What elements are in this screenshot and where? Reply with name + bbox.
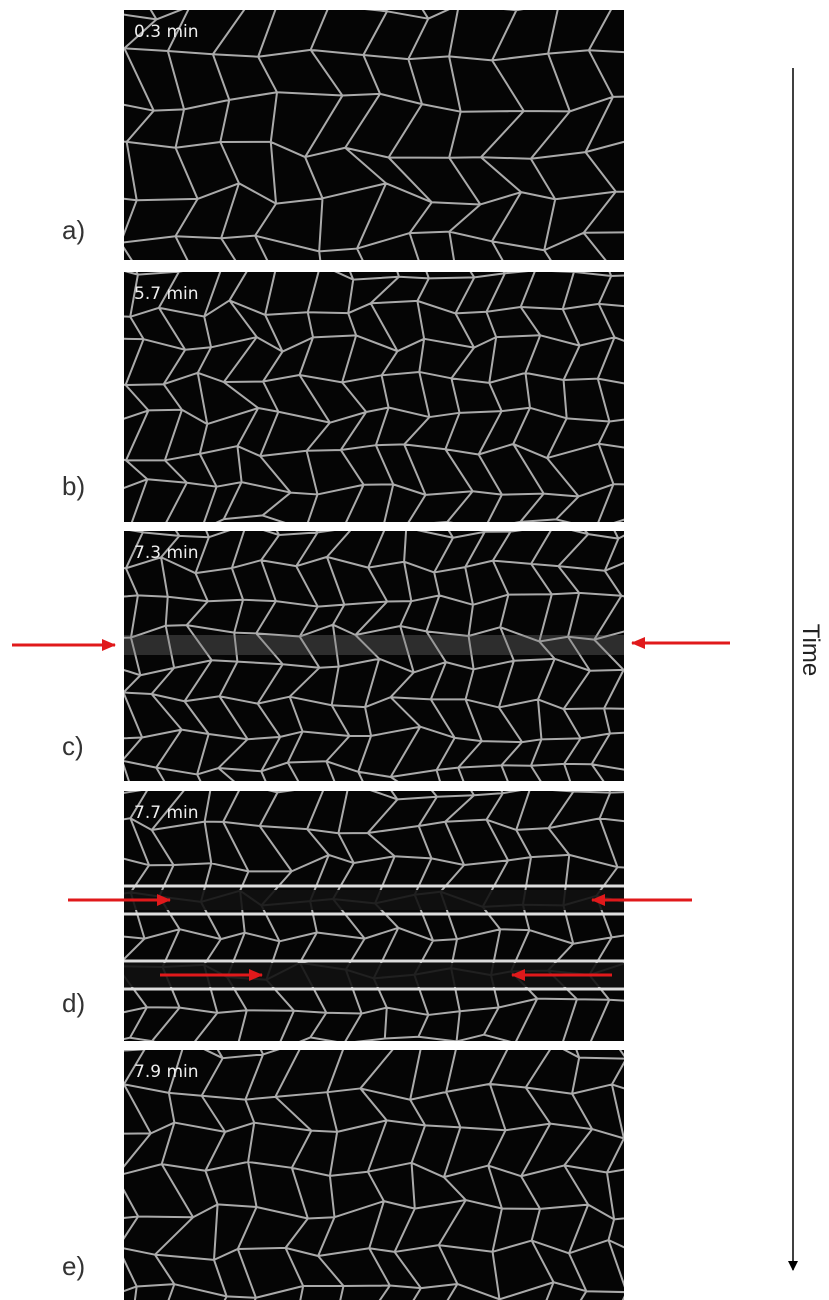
time-label: 5.7 min [134,284,199,304]
furrow [124,890,624,910]
panels: 0.3 min a) 5.7 min b) 7.3 min c) 7.7 min d) 7.9 … [62,0,671,1300]
panel-label: d) [62,988,85,1018]
panel-label: c) [62,731,84,761]
panel: 5.7 min b) [62,227,650,530]
figure: Time 0.3 min a) 5.7 min b) 7.3 min c) 7.7 min d… [0,0,829,1300]
micrograph [124,531,624,781]
panel-label: a) [62,215,85,245]
time-label: 7.7 min [134,803,199,823]
time-label: 7.9 min [134,1062,199,1082]
axis-label: Time [797,624,824,676]
panel-label: e) [62,1251,85,1281]
micrograph [124,1050,624,1300]
time-label: 0.3 min [134,22,199,42]
time-label: 7.3 min [134,543,199,563]
panel-label: b) [62,471,85,501]
furrow [124,635,624,655]
page: Time 0.3 min a) 5.7 min b) 7.3 min c) 7.7 min d… [0,0,829,1300]
panel: 7.3 min c) [62,489,654,810]
panel: 0.3 min a) [62,0,659,296]
